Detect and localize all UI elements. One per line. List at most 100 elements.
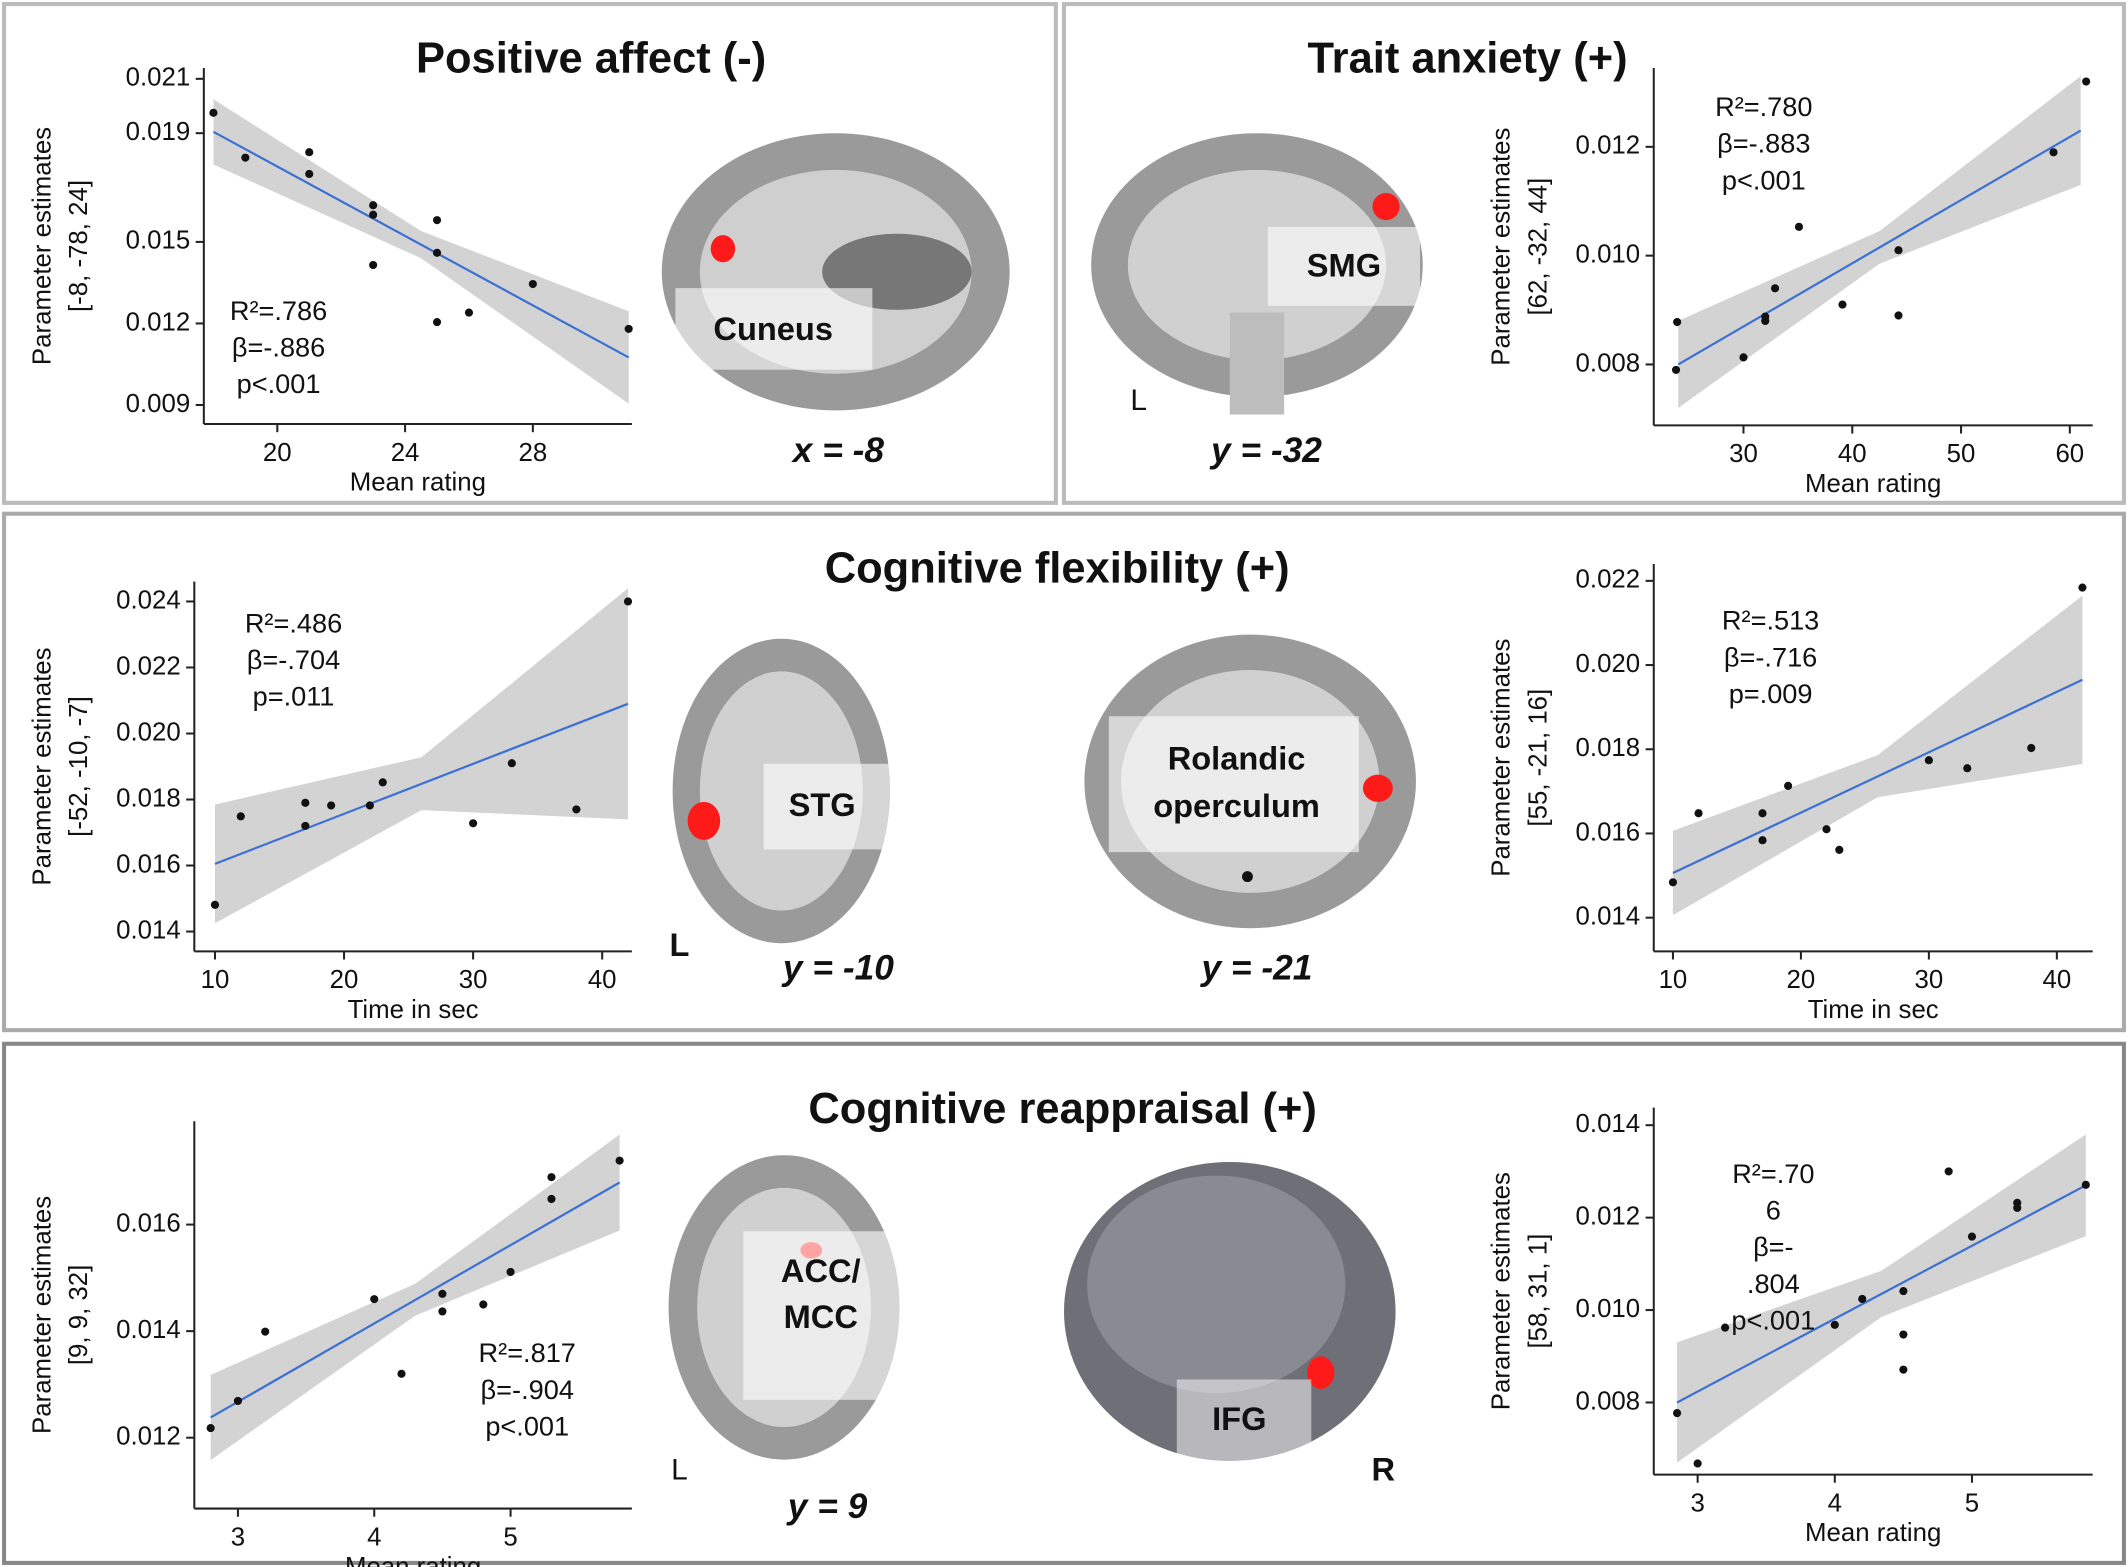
data-point bbox=[1720, 1323, 1730, 1332]
y-tick-label: 0.020 bbox=[1576, 650, 1641, 678]
data-point bbox=[2049, 148, 2058, 157]
data-point bbox=[1761, 312, 1770, 321]
data-point bbox=[1822, 825, 1831, 834]
x-axis-label: Mean rating bbox=[1805, 470, 1941, 498]
data-point bbox=[438, 1307, 447, 1316]
panel-title: Trait anxiety (+) bbox=[1308, 35, 1628, 83]
activation bbox=[687, 801, 721, 840]
data-point bbox=[1794, 222, 1804, 231]
data-point bbox=[2081, 1180, 2090, 1189]
brain-slice bbox=[1229, 312, 1285, 415]
x-tick-label: 3 bbox=[1690, 1489, 1704, 1517]
annotation: β=-.704 bbox=[247, 644, 340, 675]
data-point bbox=[1694, 809, 1703, 818]
y-tick-label: 0.014 bbox=[1576, 1110, 1641, 1138]
x-tick-label: 5 bbox=[503, 1523, 517, 1551]
y-axis-label: [55, -21, 16] bbox=[1524, 689, 1552, 827]
data-point bbox=[365, 801, 374, 810]
y-axis-label: Parameter estimates bbox=[28, 1196, 56, 1434]
data-point bbox=[1758, 836, 1767, 845]
y-tick-label: 0.014 bbox=[1576, 902, 1641, 930]
y-axis-label: [-52, -10, -7] bbox=[65, 696, 93, 837]
data-point bbox=[438, 1289, 447, 1298]
data-point bbox=[301, 821, 310, 830]
fit-line bbox=[1677, 129, 2082, 366]
y-axis-label: Parameter estimates bbox=[1488, 639, 1516, 877]
y-axis-label: Parameter estimates bbox=[1488, 128, 1516, 366]
data-point bbox=[369, 260, 378, 270]
y-axis-label: Parameter estimates bbox=[28, 647, 56, 885]
panel-frame bbox=[2, 1041, 2126, 1565]
data-point bbox=[1963, 764, 1972, 773]
x-tick-label: 30 bbox=[459, 966, 488, 994]
confidence-band bbox=[1678, 76, 2081, 408]
data-point bbox=[479, 1300, 488, 1309]
data-point bbox=[2027, 743, 2036, 753]
y-tick-label: 0.012 bbox=[1576, 132, 1641, 160]
x-tick-label: 20 bbox=[1787, 966, 1816, 994]
brains bbox=[661, 133, 1423, 1461]
y-tick-label: 0.015 bbox=[126, 227, 191, 255]
brain-3d bbox=[1087, 1175, 1346, 1394]
data-point bbox=[1894, 246, 1903, 255]
data-point bbox=[1899, 1330, 1908, 1339]
y-tick-label: 0.018 bbox=[1576, 734, 1641, 762]
data-point bbox=[210, 900, 220, 909]
panel-frame bbox=[1061, 2, 2126, 505]
annotation: R²=.780 bbox=[1715, 91, 1812, 122]
data-point bbox=[261, 1327, 270, 1336]
data-point bbox=[2078, 583, 2087, 592]
data-point bbox=[1899, 1287, 1908, 1296]
annotation: p<.001 bbox=[485, 1411, 569, 1442]
slice-label: y = 9 bbox=[786, 1487, 868, 1526]
slice-label: x = -8 bbox=[791, 431, 885, 470]
activation bbox=[710, 235, 736, 263]
annotation: .804 bbox=[1747, 1268, 1800, 1299]
annotation: p<.001 bbox=[1722, 164, 1806, 195]
data-point bbox=[233, 1396, 243, 1406]
annotation: β=- bbox=[1753, 1231, 1794, 1262]
x-axis-label: Mean rating bbox=[350, 469, 486, 497]
annotation: β=-.886 bbox=[232, 331, 325, 362]
annotation: R²=.70 bbox=[1732, 1158, 1814, 1189]
region-label: L bbox=[1130, 384, 1147, 417]
brain-slice bbox=[1127, 169, 1387, 361]
data-point bbox=[305, 169, 314, 179]
y-tick-label: 0.010 bbox=[1576, 1295, 1641, 1323]
y-tick-label: 0.021 bbox=[126, 64, 191, 92]
y-axis-label: [58, 31, 1] bbox=[1524, 1234, 1552, 1349]
x-tick-label: 60 bbox=[2055, 440, 2084, 468]
label-box bbox=[675, 288, 873, 370]
data-point bbox=[1894, 311, 1903, 320]
confidence-band bbox=[213, 99, 629, 404]
annotation: R²=.486 bbox=[245, 607, 342, 638]
data-point bbox=[327, 801, 336, 810]
confidence-band bbox=[210, 1134, 620, 1461]
x-axis-label: Time in sec bbox=[348, 996, 479, 1024]
data-point bbox=[206, 1424, 215, 1433]
region-label: R bbox=[1372, 1450, 1396, 1487]
label-box bbox=[1108, 716, 1359, 853]
data-point bbox=[209, 108, 218, 117]
data-point bbox=[1830, 1320, 1839, 1329]
confidence-band bbox=[214, 588, 629, 924]
annotation: 6 bbox=[1766, 1194, 1781, 1225]
y-tick-label: 0.008 bbox=[1576, 349, 1641, 377]
data-point bbox=[432, 248, 442, 257]
data-point bbox=[370, 1295, 379, 1304]
data-point bbox=[547, 1173, 556, 1182]
slice-label: y = -21 bbox=[1199, 949, 1312, 988]
y-axis-label: [9, 9, 32] bbox=[65, 1265, 93, 1365]
data-point bbox=[432, 216, 442, 225]
y-axis-label: Parameter estimates bbox=[1488, 1172, 1516, 1410]
data-point bbox=[369, 210, 378, 219]
annotation: β=-.904 bbox=[481, 1374, 574, 1405]
data-point bbox=[528, 279, 537, 289]
fit-line bbox=[212, 130, 630, 359]
brain-slice bbox=[1242, 871, 1253, 883]
region-label: Rolandic bbox=[1168, 740, 1306, 777]
data-point bbox=[1672, 1409, 1682, 1418]
data-point bbox=[378, 778, 387, 787]
data-point bbox=[572, 805, 581, 814]
confidence-band bbox=[1677, 1134, 2086, 1463]
